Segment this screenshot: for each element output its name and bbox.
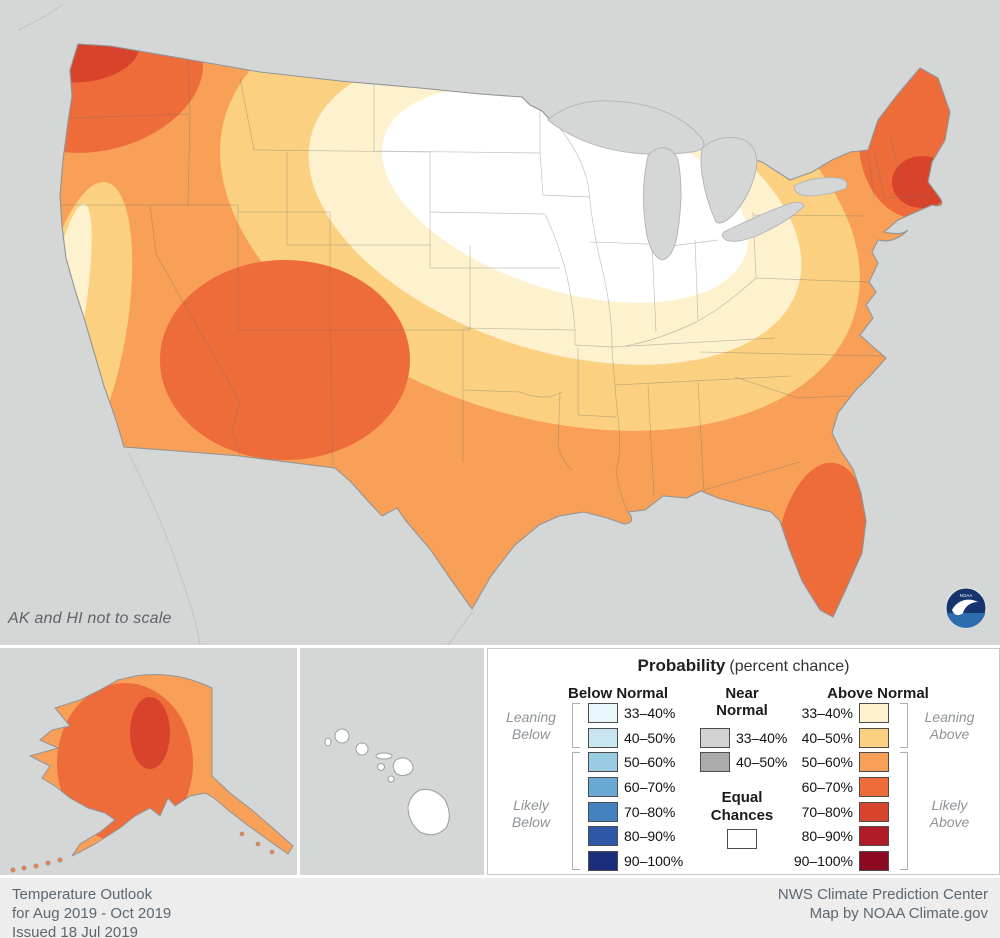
below-swatch-40-50 bbox=[588, 728, 618, 748]
below-row-5: 70–80% bbox=[588, 801, 675, 823]
probability-regions bbox=[60, 44, 950, 617]
below-label-70-80: 70–80% bbox=[624, 804, 676, 820]
above-label-33-40: 33–40% bbox=[801, 705, 853, 721]
aleutian-islands bbox=[10, 831, 275, 873]
likely-above-label: Likely Above bbox=[929, 797, 970, 830]
below-swatch-80-90 bbox=[588, 826, 618, 846]
below-row-7: 90–100% bbox=[588, 850, 683, 872]
above-label-40-50: 40–50% bbox=[801, 730, 853, 746]
alaska-inset bbox=[0, 648, 297, 875]
above-swatch-40-50 bbox=[859, 728, 889, 748]
footer-period: for Aug 2019 - Oct 2019 bbox=[12, 904, 172, 922]
leaning-above-label: Leaning Above bbox=[924, 709, 975, 742]
below-normal-header: Below Normal bbox=[567, 685, 669, 702]
above-row-4: 60–70% bbox=[793, 776, 889, 798]
legend-title: Probability (percent chance) bbox=[488, 656, 999, 676]
leaning-above-bracket bbox=[900, 703, 908, 748]
above-label-90-100: 90–100% bbox=[793, 853, 853, 869]
near-row-1: 33–40% bbox=[700, 727, 787, 749]
footer-right: NWS Climate Prediction Center Map by NOA… bbox=[778, 886, 988, 938]
likely-below-bracket bbox=[572, 752, 580, 870]
below-swatch-90-100 bbox=[588, 851, 618, 871]
below-label-40-50: 40–50% bbox=[624, 730, 676, 746]
equal-chances-label: Equal Chances bbox=[710, 789, 774, 824]
above-label-60-70: 60–70% bbox=[801, 779, 853, 795]
near-swatch-33-40 bbox=[700, 728, 730, 748]
above-row-6: 80–90% bbox=[793, 825, 889, 847]
noaa-logo-icon: NOAA bbox=[945, 587, 987, 629]
conus-map bbox=[17, 4, 951, 645]
near-label-40-50: 40–50% bbox=[736, 754, 788, 770]
footer-source: NWS Climate Prediction Center bbox=[777, 886, 988, 903]
above-swatch-80-90 bbox=[859, 826, 889, 846]
below-label-80-90: 80–90% bbox=[624, 828, 676, 844]
noaa-logo: NOAA bbox=[945, 587, 987, 629]
equal-chances-swatch bbox=[727, 829, 757, 849]
above-swatch-60-70 bbox=[859, 777, 889, 797]
above-swatch-70-80 bbox=[859, 802, 889, 822]
hawaii-inset bbox=[300, 648, 484, 875]
below-swatch-50-60 bbox=[588, 752, 618, 772]
alaska-map bbox=[10, 674, 294, 873]
below-label-50-60: 50–60% bbox=[624, 754, 676, 770]
near-row-2: 40–50% bbox=[700, 751, 787, 773]
above-normal-header: Above Normal bbox=[827, 685, 929, 702]
legend-title-bold: Probability bbox=[637, 656, 726, 675]
below-label-33-40: 33–40% bbox=[624, 705, 676, 721]
below-label-60-70: 60–70% bbox=[624, 779, 676, 795]
footer-left: Temperature Outlook for Aug 2019 - Oct 2… bbox=[12, 886, 171, 938]
above-row-1: 33–40% bbox=[793, 702, 889, 724]
below-swatch-33-40 bbox=[588, 703, 618, 723]
below-swatch-70-80 bbox=[588, 802, 618, 822]
below-row-4: 60–70% bbox=[588, 776, 675, 798]
below-label-90-100: 90–100% bbox=[624, 853, 684, 869]
above-label-80-90: 80–90% bbox=[801, 828, 853, 844]
below-row-1: 33–40% bbox=[588, 702, 675, 724]
above-label-70-80: 70–80% bbox=[801, 804, 853, 820]
footer-title: Temperature Outlook bbox=[12, 886, 153, 903]
below-row-2: 40–50% bbox=[588, 727, 675, 749]
leaning-below-bracket bbox=[572, 703, 580, 748]
state-borders bbox=[62, 57, 927, 513]
above-row-2: 40–50% bbox=[793, 727, 889, 749]
legend-title-suffix: (percent chance) bbox=[729, 658, 850, 675]
hawaii-islands bbox=[324, 728, 450, 836]
above-row-5: 70–80% bbox=[793, 801, 889, 823]
foreign-coastlines bbox=[17, 4, 473, 645]
svg-text:NOAA: NOAA bbox=[960, 593, 973, 598]
near-swatch-40-50 bbox=[700, 752, 730, 772]
footer-credit: Map by NOAA Climate.gov bbox=[809, 904, 988, 922]
us-outline bbox=[59, 43, 951, 618]
leaning-below-label: Leaning Below bbox=[506, 709, 556, 742]
near-normal-header: Near Normal bbox=[716, 685, 768, 720]
above-row-3: 50–60% bbox=[793, 751, 889, 773]
above-swatch-50-60 bbox=[859, 752, 889, 772]
inset-row: Probability (percent chance) Below Normal… bbox=[0, 645, 1000, 875]
likely-below-label: Likely Below bbox=[511, 797, 551, 830]
great-lakes bbox=[547, 100, 848, 261]
above-swatch-90-100 bbox=[859, 851, 889, 871]
above-row-7: 90–100% bbox=[793, 850, 889, 872]
likely-above-bracket bbox=[900, 752, 908, 870]
below-row-6: 80–90% bbox=[588, 825, 675, 847]
scale-note: AK and HI not to scale bbox=[8, 610, 172, 627]
below-row-3: 50–60% bbox=[588, 751, 675, 773]
near-label-33-40: 33–40% bbox=[736, 730, 788, 746]
above-swatch-33-40 bbox=[859, 703, 889, 723]
conus-map-area: AK and HI not to scale NOAA bbox=[8, 4, 987, 645]
below-swatch-60-70 bbox=[588, 777, 618, 797]
page-footer: Temperature Outlook for Aug 2019 - Oct 2… bbox=[0, 875, 1000, 938]
legend-panel: Probability (percent chance) Below Normal… bbox=[487, 648, 1000, 875]
footer-issued: Issued 18 Jul 2019 bbox=[12, 923, 138, 938]
above-label-50-60: 50–60% bbox=[801, 754, 853, 770]
